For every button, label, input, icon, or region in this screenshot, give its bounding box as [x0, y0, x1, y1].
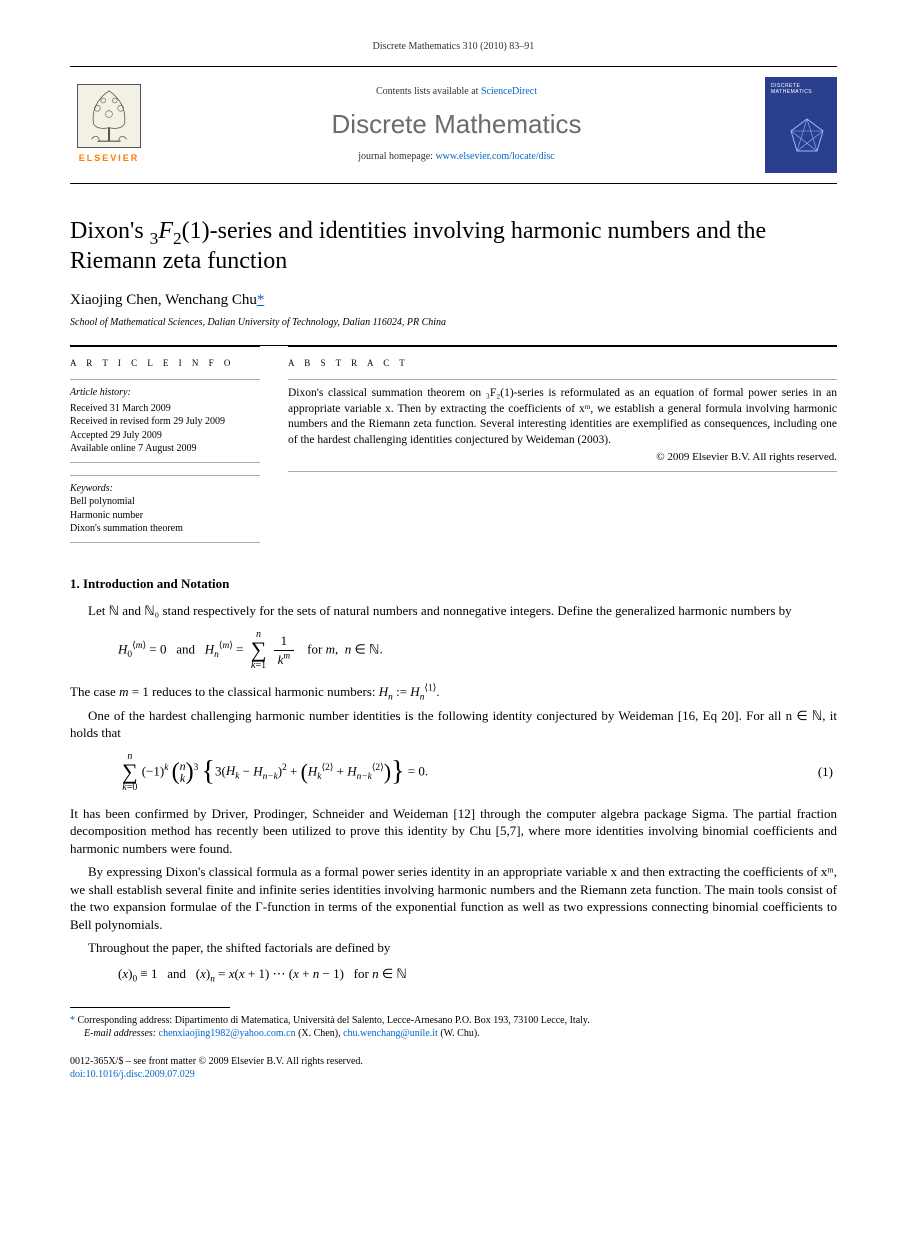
equation-1: n ∑ k=0 (−1)k (nk)3 {3(Hk − Hn−k)2 + (Hk… [118, 750, 818, 795]
corresponding-mark-link[interactable]: * [257, 292, 265, 308]
history-revised: Received in revised form 29 July 2009 [70, 415, 260, 429]
contents-available: Contents lists available at ScienceDirec… [164, 85, 749, 99]
para-3-text: It has been confirmed by Driver, Proding… [70, 806, 837, 856]
abstract-text: Dixon's classical summation theorem on ₃… [288, 379, 837, 448]
history-online: Available online 7 August 2009 [70, 442, 260, 456]
article-title: Dixon's 3F2(1)-series and identities inv… [70, 216, 837, 276]
keywords-block: Keywords: Bell polynomial Harmonic numbe… [70, 475, 260, 543]
para-2: One of the hardest challenging harmonic … [70, 707, 837, 742]
title-arg: (1) [182, 218, 210, 244]
p1b-a: The case [70, 684, 119, 699]
equation-1-number: (1) [818, 763, 837, 781]
para-1a-text: Let ℕ and ℕ₀ stand respectively for the … [88, 603, 792, 618]
meta-row: A R T I C L E I N F O Article history: R… [70, 345, 837, 543]
email-label: E-mail addresses: [84, 1028, 159, 1039]
journal-name: Discrete Mathematics [164, 107, 749, 142]
running-head: Discrete Mathematics 310 (2010) 83–91 [70, 40, 837, 54]
para-1a: Let ℕ and ℕ₀ stand respectively for the … [70, 602, 837, 620]
history-block: Article history: Received 31 March 2009 … [70, 379, 260, 463]
author-2: Wenchang Chu [165, 292, 257, 308]
keywords-header: Keywords: [70, 475, 260, 496]
keyword-1: Bell polynomial [70, 495, 260, 509]
journal-header: ELSEVIER Contents lists available at Sci… [70, 66, 837, 184]
section-1-heading: 1. Introduction and Notation [70, 575, 837, 593]
para-5-text: Throughout the paper, the shifted factor… [88, 940, 390, 955]
title-sub2: 2 [173, 228, 182, 247]
footnote-corresponding: * Corresponding address: Dipartimento di… [70, 1014, 837, 1028]
journal-cover-icon [765, 77, 837, 173]
article-info-column: A R T I C L E I N F O Article history: R… [70, 346, 260, 543]
author-list: Xiaojing Chen, Wenchang Chu* [70, 290, 837, 310]
title-F: F [158, 218, 173, 244]
title-post: -series and identities involving harmoni… [70, 218, 766, 274]
para-2-text: One of the hardest challenging harmonic … [70, 708, 837, 741]
para-1b: The case m = 1 reduces to the classical … [70, 683, 837, 701]
header-center: Contents lists available at ScienceDirec… [164, 85, 749, 163]
para-5: Throughout the paper, the shifted factor… [70, 939, 837, 957]
doi-label-link[interactable]: doi: [70, 1069, 86, 1080]
footnote-emails: E-mail addresses: chenxiaojing1982@yahoo… [70, 1027, 837, 1041]
contents-text: Contents lists available at [376, 86, 481, 97]
email-1-link[interactable]: chenxiaojing1982@yahoo.com.cn [159, 1028, 296, 1039]
elsevier-tree-icon [77, 84, 141, 148]
abstract-column: A B S T R A C T Dixon's classical summat… [288, 346, 837, 543]
abstract-label: A B S T R A C T [288, 357, 837, 369]
email-2-name: (W. Chu). [438, 1028, 480, 1039]
homepage-label: journal homepage: [358, 151, 435, 162]
keyword-3: Dixon's summation theorem [70, 522, 260, 536]
history-header: Article history: [70, 379, 260, 400]
footnote-corr-text: Corresponding address: Dipartimento di M… [75, 1015, 590, 1026]
footer-doi-row: doi:10.1016/j.disc.2009.07.029 [70, 1068, 837, 1081]
email-2-link[interactable]: chu.wenchang@unile.it [343, 1028, 438, 1039]
abstract-copyright: © 2009 Elsevier B.V. All rights reserved… [288, 450, 837, 472]
page-footer: 0012-365X/$ – see front matter © 2009 El… [70, 1055, 837, 1081]
journal-homepage: journal homepage: www.elsevier.com/locat… [164, 150, 749, 164]
history-received: Received 31 March 2009 [70, 402, 260, 416]
email-1-name: (X. Chen), [296, 1028, 344, 1039]
para-4-text: By expressing Dixon's classical formula … [70, 864, 837, 932]
keyword-2: Harmonic number [70, 509, 260, 523]
footer-line1: 0012-365X/$ – see front matter © 2009 El… [70, 1055, 837, 1068]
affiliation: School of Mathematical Sciences, Dalian … [70, 316, 837, 330]
publisher-logo-block: ELSEVIER [70, 84, 148, 164]
author-1: Xiaojing Chen [70, 292, 158, 308]
page: Discrete Mathematics 310 (2010) 83–91 [0, 0, 907, 1121]
cover-thumbnail [765, 77, 837, 173]
p1b-b: reduces to the classical harmonic number… [149, 684, 379, 699]
para-3: It has been confirmed by Driver, Proding… [70, 805, 837, 858]
sciencedirect-link[interactable]: ScienceDirect [481, 86, 537, 97]
elsevier-wordmark: ELSEVIER [79, 152, 140, 164]
history-accepted: Accepted 29 July 2009 [70, 429, 260, 443]
homepage-link[interactable]: www.elsevier.com/locate/disc [435, 151, 554, 162]
equation-shifted-factorial: (x)0 ≡ 1 and (x)n = x(x + 1) ⋯ (x + n − … [118, 965, 837, 983]
footnote-separator [70, 1007, 230, 1008]
doi-link[interactable]: 10.1016/j.disc.2009.07.029 [86, 1069, 195, 1080]
para-4: By expressing Dixon's classical formula … [70, 863, 837, 933]
article-info-label: A R T I C L E I N F O [70, 357, 260, 369]
equation-1-row: n ∑ k=0 (−1)k (nk)3 {3(Hk − Hn−k)2 + (Hk… [70, 750, 837, 795]
title-pre: Dixon's [70, 218, 150, 244]
equation-harmonic-def: H0⟨m⟩ = 0 and Hn⟨m⟩ = n ∑ k=1 1 km for m… [118, 628, 837, 673]
